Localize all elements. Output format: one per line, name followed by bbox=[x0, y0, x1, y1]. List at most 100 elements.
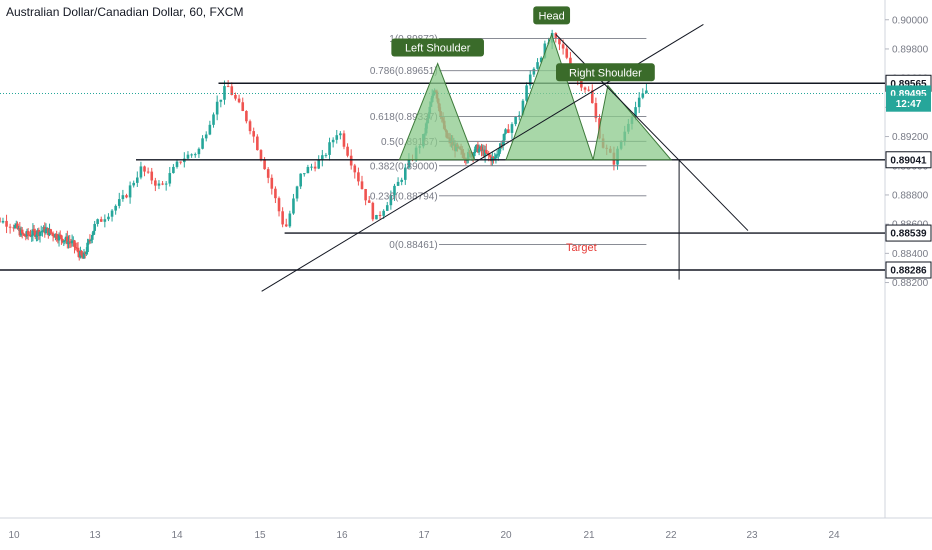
candle-body bbox=[157, 183, 161, 186]
candle-body bbox=[93, 223, 96, 231]
candle-body bbox=[357, 172, 360, 182]
candle-body bbox=[80, 251, 83, 256]
chart-title: Australian Dollar/Canadian Dollar, 60, F… bbox=[6, 5, 244, 19]
pattern-label-text: Right Shoulder bbox=[569, 67, 642, 79]
price-label-text: 0.89041 bbox=[890, 155, 927, 166]
candle-body bbox=[277, 198, 281, 212]
candle-body bbox=[321, 155, 324, 161]
candle-body bbox=[477, 148, 481, 153]
candle-body bbox=[31, 229, 35, 236]
candle-body bbox=[346, 146, 349, 156]
candle-body bbox=[41, 231, 44, 233]
candle-body bbox=[24, 236, 28, 238]
candle-body bbox=[637, 97, 641, 108]
candle-body bbox=[375, 214, 378, 220]
candle-body bbox=[164, 183, 168, 185]
pattern-label-text: Head bbox=[539, 10, 565, 22]
fib-level-label: 0.786(0.89651) bbox=[370, 66, 438, 77]
candle-body bbox=[528, 74, 532, 86]
price-label-box bbox=[885, 261, 932, 279]
candle-body bbox=[532, 68, 536, 75]
candle-body bbox=[1, 220, 5, 223]
candle-body bbox=[96, 219, 99, 224]
candle-body bbox=[510, 124, 514, 133]
candle-body bbox=[103, 219, 107, 222]
candle-body bbox=[74, 247, 77, 249]
candle-body bbox=[256, 136, 259, 151]
candle-body bbox=[16, 223, 19, 229]
candle-body bbox=[99, 219, 103, 222]
candle-body bbox=[32, 229, 36, 231]
candle-body bbox=[389, 195, 393, 206]
time-tick-label: 13 bbox=[89, 530, 101, 541]
candle-body bbox=[85, 252, 88, 255]
candle-body bbox=[525, 85, 528, 101]
candle-body bbox=[241, 102, 245, 112]
pattern-label-text: Left Shoulder bbox=[405, 42, 471, 54]
fib-level-label: 0(0.88461) bbox=[389, 240, 437, 251]
candle-body bbox=[33, 230, 37, 237]
candle-body bbox=[136, 177, 139, 183]
candle-body bbox=[521, 100, 525, 116]
candle-body bbox=[313, 166, 317, 169]
price-label-box bbox=[885, 151, 932, 169]
candle-body bbox=[132, 182, 136, 186]
candle-body bbox=[474, 146, 477, 153]
candle-body bbox=[472, 152, 476, 157]
candle-body bbox=[259, 150, 263, 160]
price-label-text: 0.89565 bbox=[890, 79, 927, 90]
candle-body bbox=[35, 234, 38, 237]
candle-body bbox=[215, 101, 219, 115]
candle-body bbox=[49, 229, 53, 233]
candle-body bbox=[107, 216, 110, 220]
time-tick-label: 22 bbox=[665, 530, 677, 541]
candle-body bbox=[57, 234, 61, 241]
candle-body bbox=[335, 135, 339, 140]
candle-body bbox=[60, 235, 63, 240]
candle-body bbox=[339, 133, 342, 136]
candle-body bbox=[594, 103, 598, 119]
candle-body bbox=[0, 217, 1, 223]
price-tick-label: 0.89200 bbox=[892, 132, 929, 143]
candle-body bbox=[288, 213, 292, 227]
candle-body bbox=[554, 32, 558, 38]
candle-body bbox=[590, 90, 594, 104]
candle-body bbox=[143, 166, 146, 172]
candle-body bbox=[73, 240, 76, 248]
candle-body bbox=[569, 57, 572, 68]
candle-body bbox=[295, 186, 299, 199]
candle-body bbox=[485, 149, 488, 153]
candle-body bbox=[44, 228, 48, 234]
candle-body bbox=[367, 200, 371, 203]
candle-body bbox=[245, 111, 248, 122]
candle-body bbox=[234, 95, 237, 99]
candle-body bbox=[248, 121, 252, 132]
price-tick-label: 0.88200 bbox=[892, 278, 929, 289]
time-tick-label: 10 bbox=[8, 530, 20, 541]
candle-body bbox=[493, 157, 497, 159]
price-label-text: 0.88286 bbox=[890, 265, 927, 276]
candle-body bbox=[201, 138, 204, 149]
target-label: Target bbox=[566, 242, 597, 254]
price-label-box bbox=[885, 224, 932, 242]
candle-body bbox=[494, 154, 498, 158]
candle-body bbox=[154, 180, 157, 186]
price-label-box bbox=[886, 95, 931, 112]
candle-body bbox=[400, 179, 403, 182]
candle-body bbox=[22, 233, 25, 235]
price-tick-label: 0.89800 bbox=[892, 44, 929, 55]
candle-body bbox=[536, 62, 539, 69]
candle-body bbox=[583, 87, 587, 90]
price-label-text: 0.89495 bbox=[890, 89, 927, 100]
candle-body bbox=[558, 37, 561, 45]
time-tick-label: 17 bbox=[418, 530, 430, 541]
head-triangle bbox=[505, 32, 594, 161]
candle-body bbox=[266, 169, 270, 178]
candle-body bbox=[26, 230, 30, 235]
time-tick-label: 15 bbox=[254, 530, 266, 541]
candle-body bbox=[146, 171, 150, 173]
candle-body bbox=[58, 234, 62, 236]
candle-body bbox=[514, 116, 517, 125]
